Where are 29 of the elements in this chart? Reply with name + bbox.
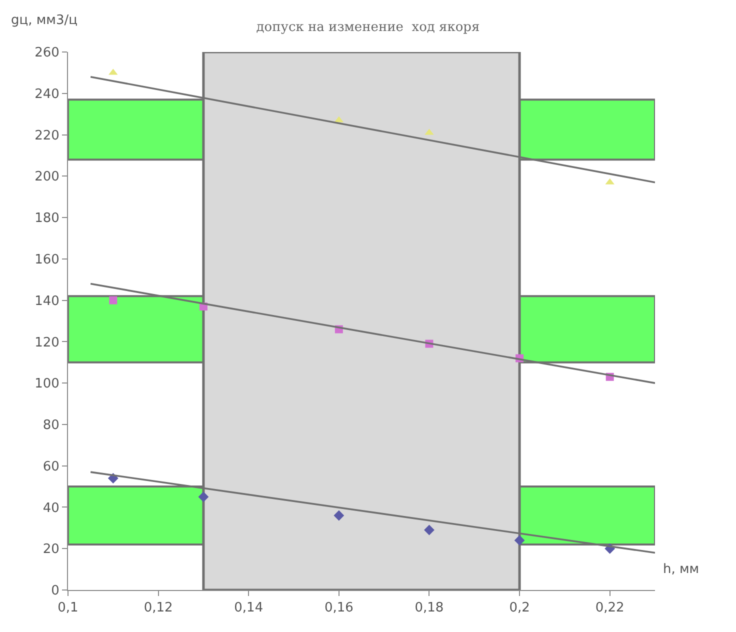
y-tick-label: 40: [42, 500, 60, 516]
y-tick-label: 60: [42, 459, 60, 474]
y-tick-label: 100: [34, 376, 60, 392]
y-tick-label: 200: [34, 170, 60, 185]
x-tick-label: 0,16: [324, 600, 354, 616]
chart-title: допуск на изменение ход якоря: [256, 20, 480, 36]
y-tick-label: 0: [51, 584, 60, 599]
y-tick-label: 140: [34, 294, 60, 309]
x-tick-label: 0,1: [58, 600, 78, 616]
point: [334, 510, 344, 521]
x-tick-label: 0,2: [509, 600, 530, 616]
y-tick-label: 240: [34, 86, 60, 102]
y-tick-label: 260: [34, 46, 60, 61]
y-tick-label: 20: [42, 542, 60, 558]
y-tick-label: 180: [34, 211, 60, 226]
point: [198, 492, 209, 502]
y-tick-label: 160: [34, 252, 60, 268]
x-tick-label: 0,18: [414, 600, 444, 616]
x-tick-label: 0,14: [234, 600, 264, 616]
x-axis-title: h, мм: [663, 562, 700, 577]
y-tick-label: 220: [34, 128, 60, 144]
x-tick-label: 0,22: [595, 600, 624, 616]
y-axis-title: gц, мм3/ц: [11, 13, 78, 28]
point: [424, 524, 434, 536]
x-tick-label: 0,12: [144, 600, 173, 616]
y-tick-label: 120: [34, 335, 60, 350]
point: [514, 535, 525, 546]
y-tick-label: 80: [42, 418, 60, 434]
point: [109, 296, 118, 304]
